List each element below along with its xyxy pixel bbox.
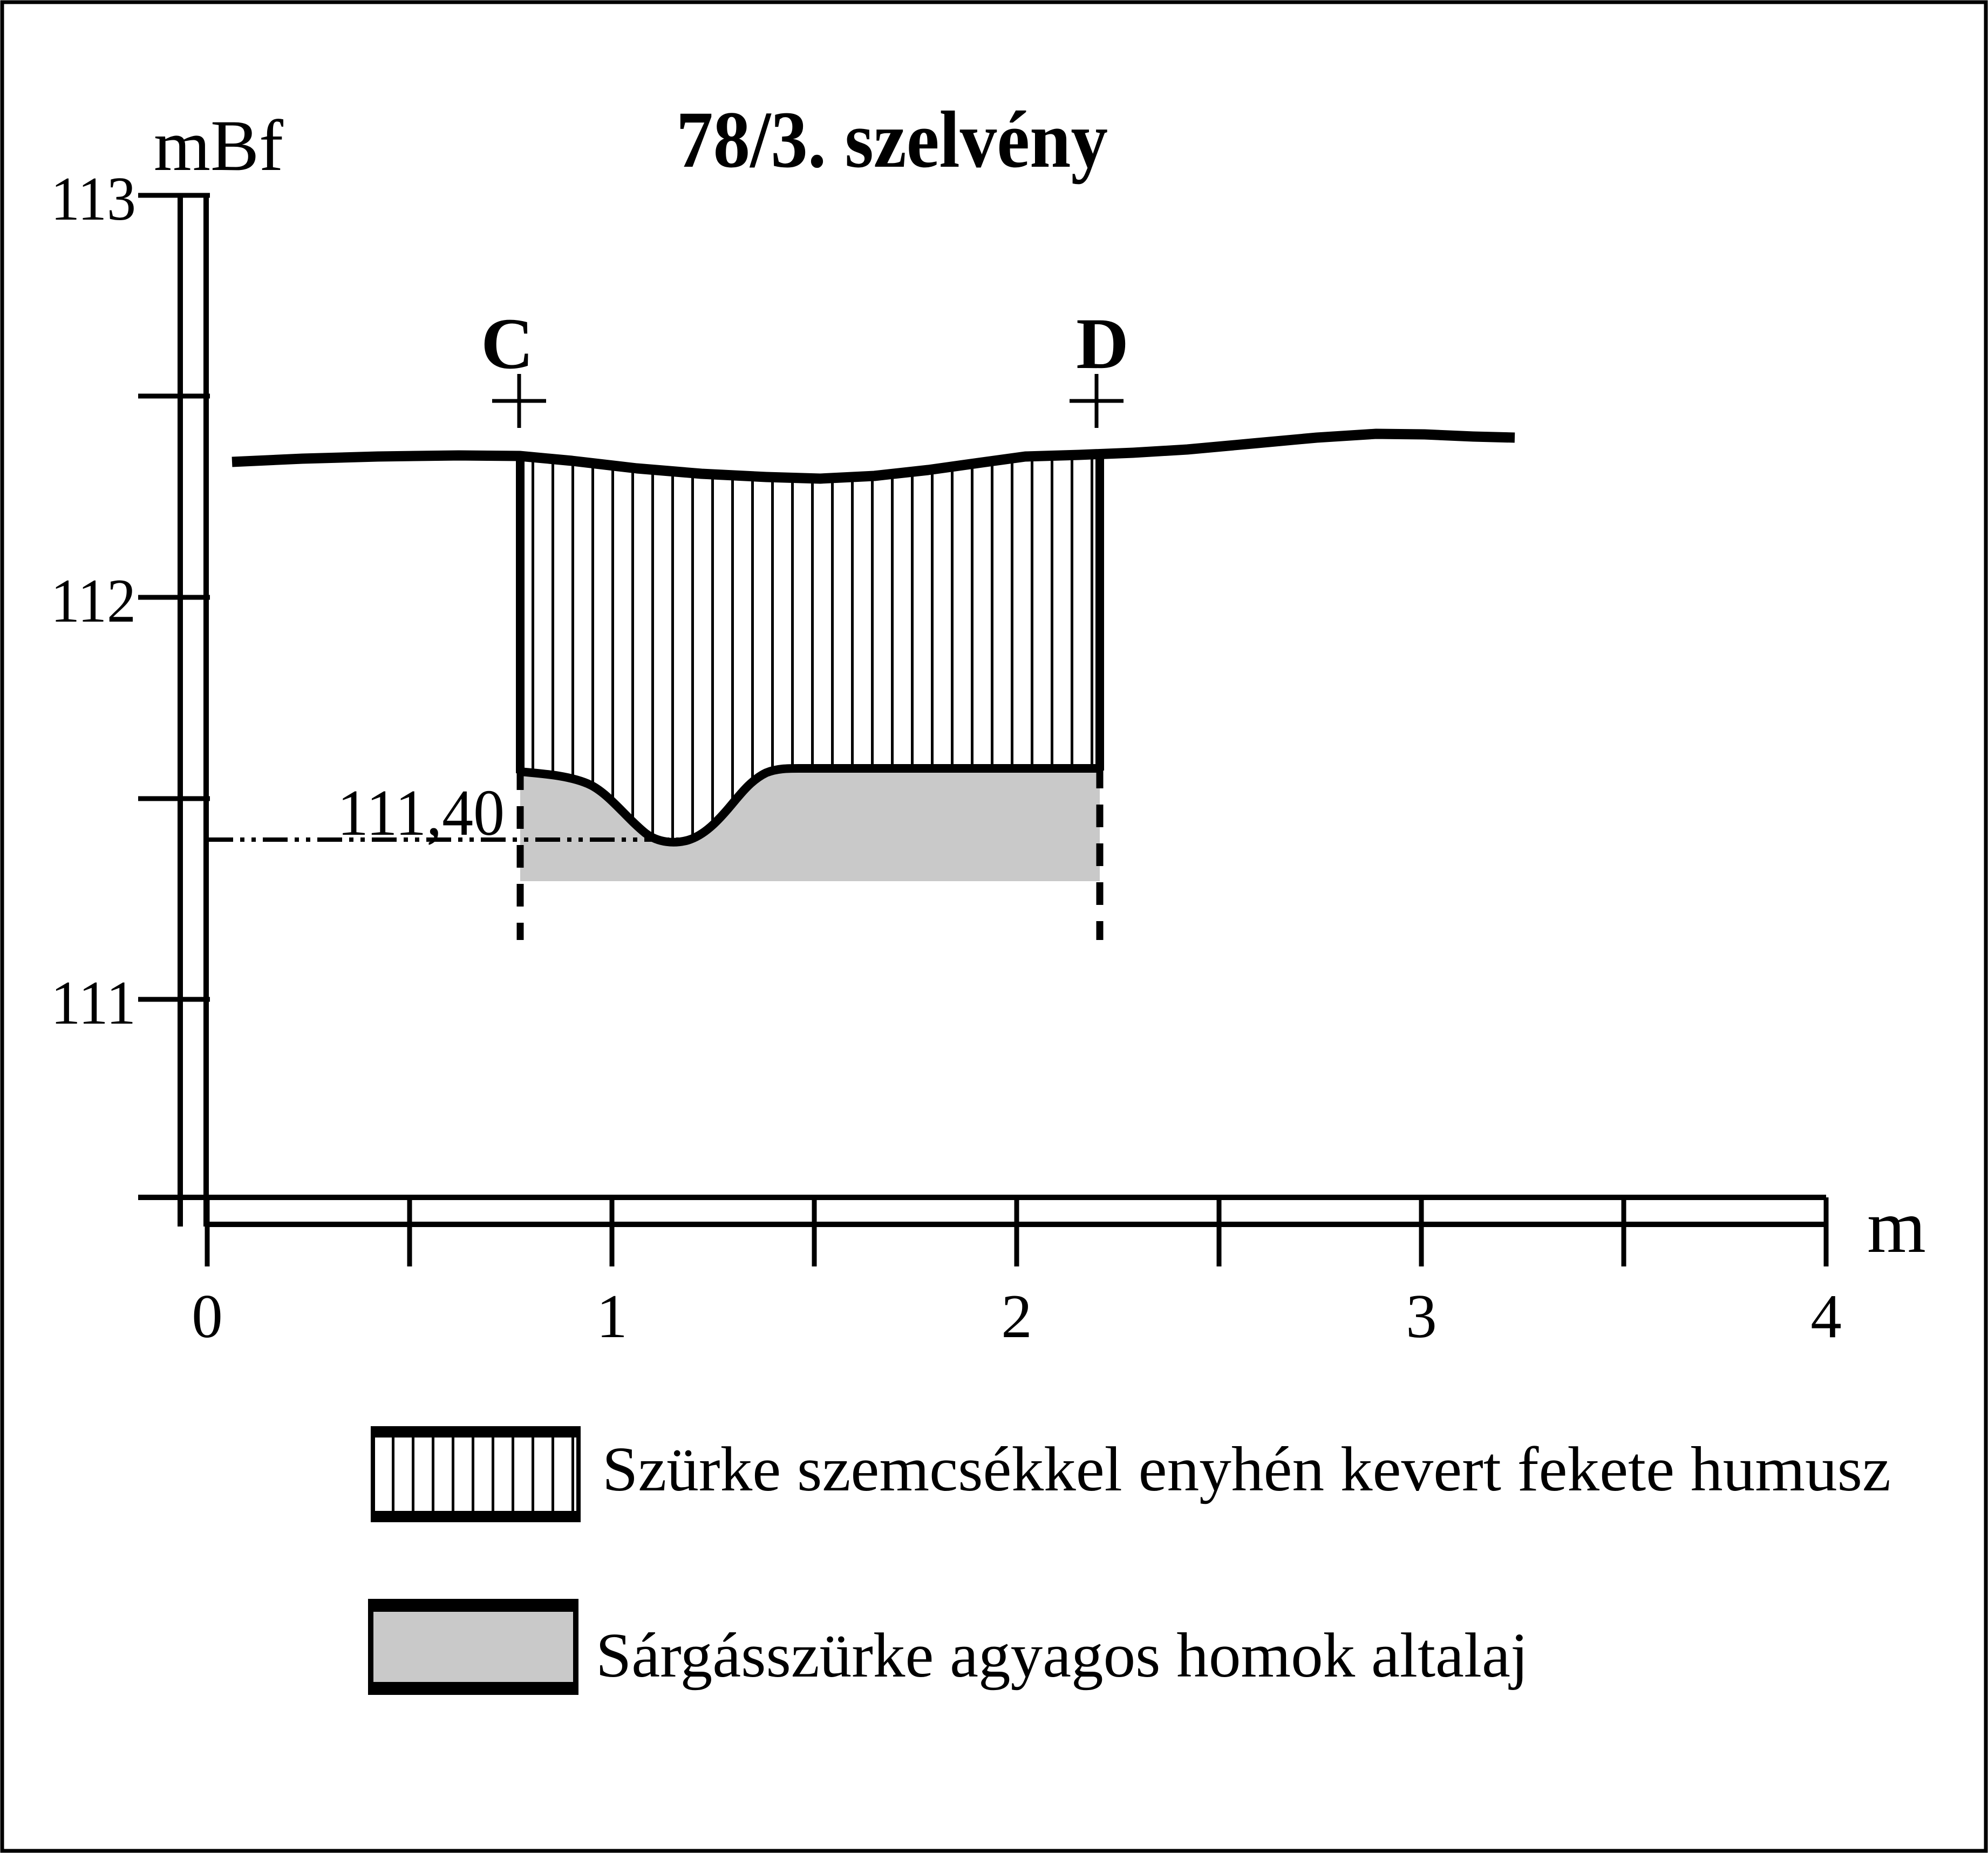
y-axis-unit-label: mBf xyxy=(154,106,283,186)
elevation-label: 111,40 xyxy=(337,776,505,849)
x-tick-label-2: 2 xyxy=(1001,1282,1032,1351)
legend-swatch-subsoil xyxy=(368,1599,578,1695)
x-tick-label-1: 1 xyxy=(596,1282,628,1351)
ground-surface-line xyxy=(232,428,1515,484)
y-tick-label-113: 113 xyxy=(51,165,136,233)
marker-d-cross xyxy=(1070,374,1124,428)
x-tick-label-4: 4 xyxy=(1810,1282,1842,1351)
legend-label-humus: Szürke szemcsékkel enyhén kevert fekete … xyxy=(602,1434,1891,1504)
marker-d-label: D xyxy=(1076,304,1129,384)
page-title: 78/3. szelvény xyxy=(676,95,1108,185)
x-axis-unit-label: m xyxy=(1867,1185,1926,1269)
humus-hatch-area xyxy=(520,454,1100,842)
humus-base-curve xyxy=(520,764,1100,847)
legend-swatch-humus xyxy=(371,1426,581,1522)
subsoil-area xyxy=(520,768,1100,881)
x-axis-ticks xyxy=(205,1197,1829,1266)
x-axis-bar xyxy=(138,1195,1826,1227)
marker-c-label: C xyxy=(481,304,534,384)
x-tick-label-0: 0 xyxy=(192,1282,223,1351)
y-axis-bar xyxy=(178,193,209,1227)
y-tick-label-112: 112 xyxy=(51,567,136,635)
y-tick-label-111: 111 xyxy=(51,969,136,1037)
x-tick-label-3: 3 xyxy=(1406,1282,1437,1351)
y-axis-ticks xyxy=(138,193,210,1002)
marker-c-cross xyxy=(492,374,546,428)
legend-label-subsoil: Sárgásszürke agyagos homok altalaj xyxy=(596,1620,1528,1691)
